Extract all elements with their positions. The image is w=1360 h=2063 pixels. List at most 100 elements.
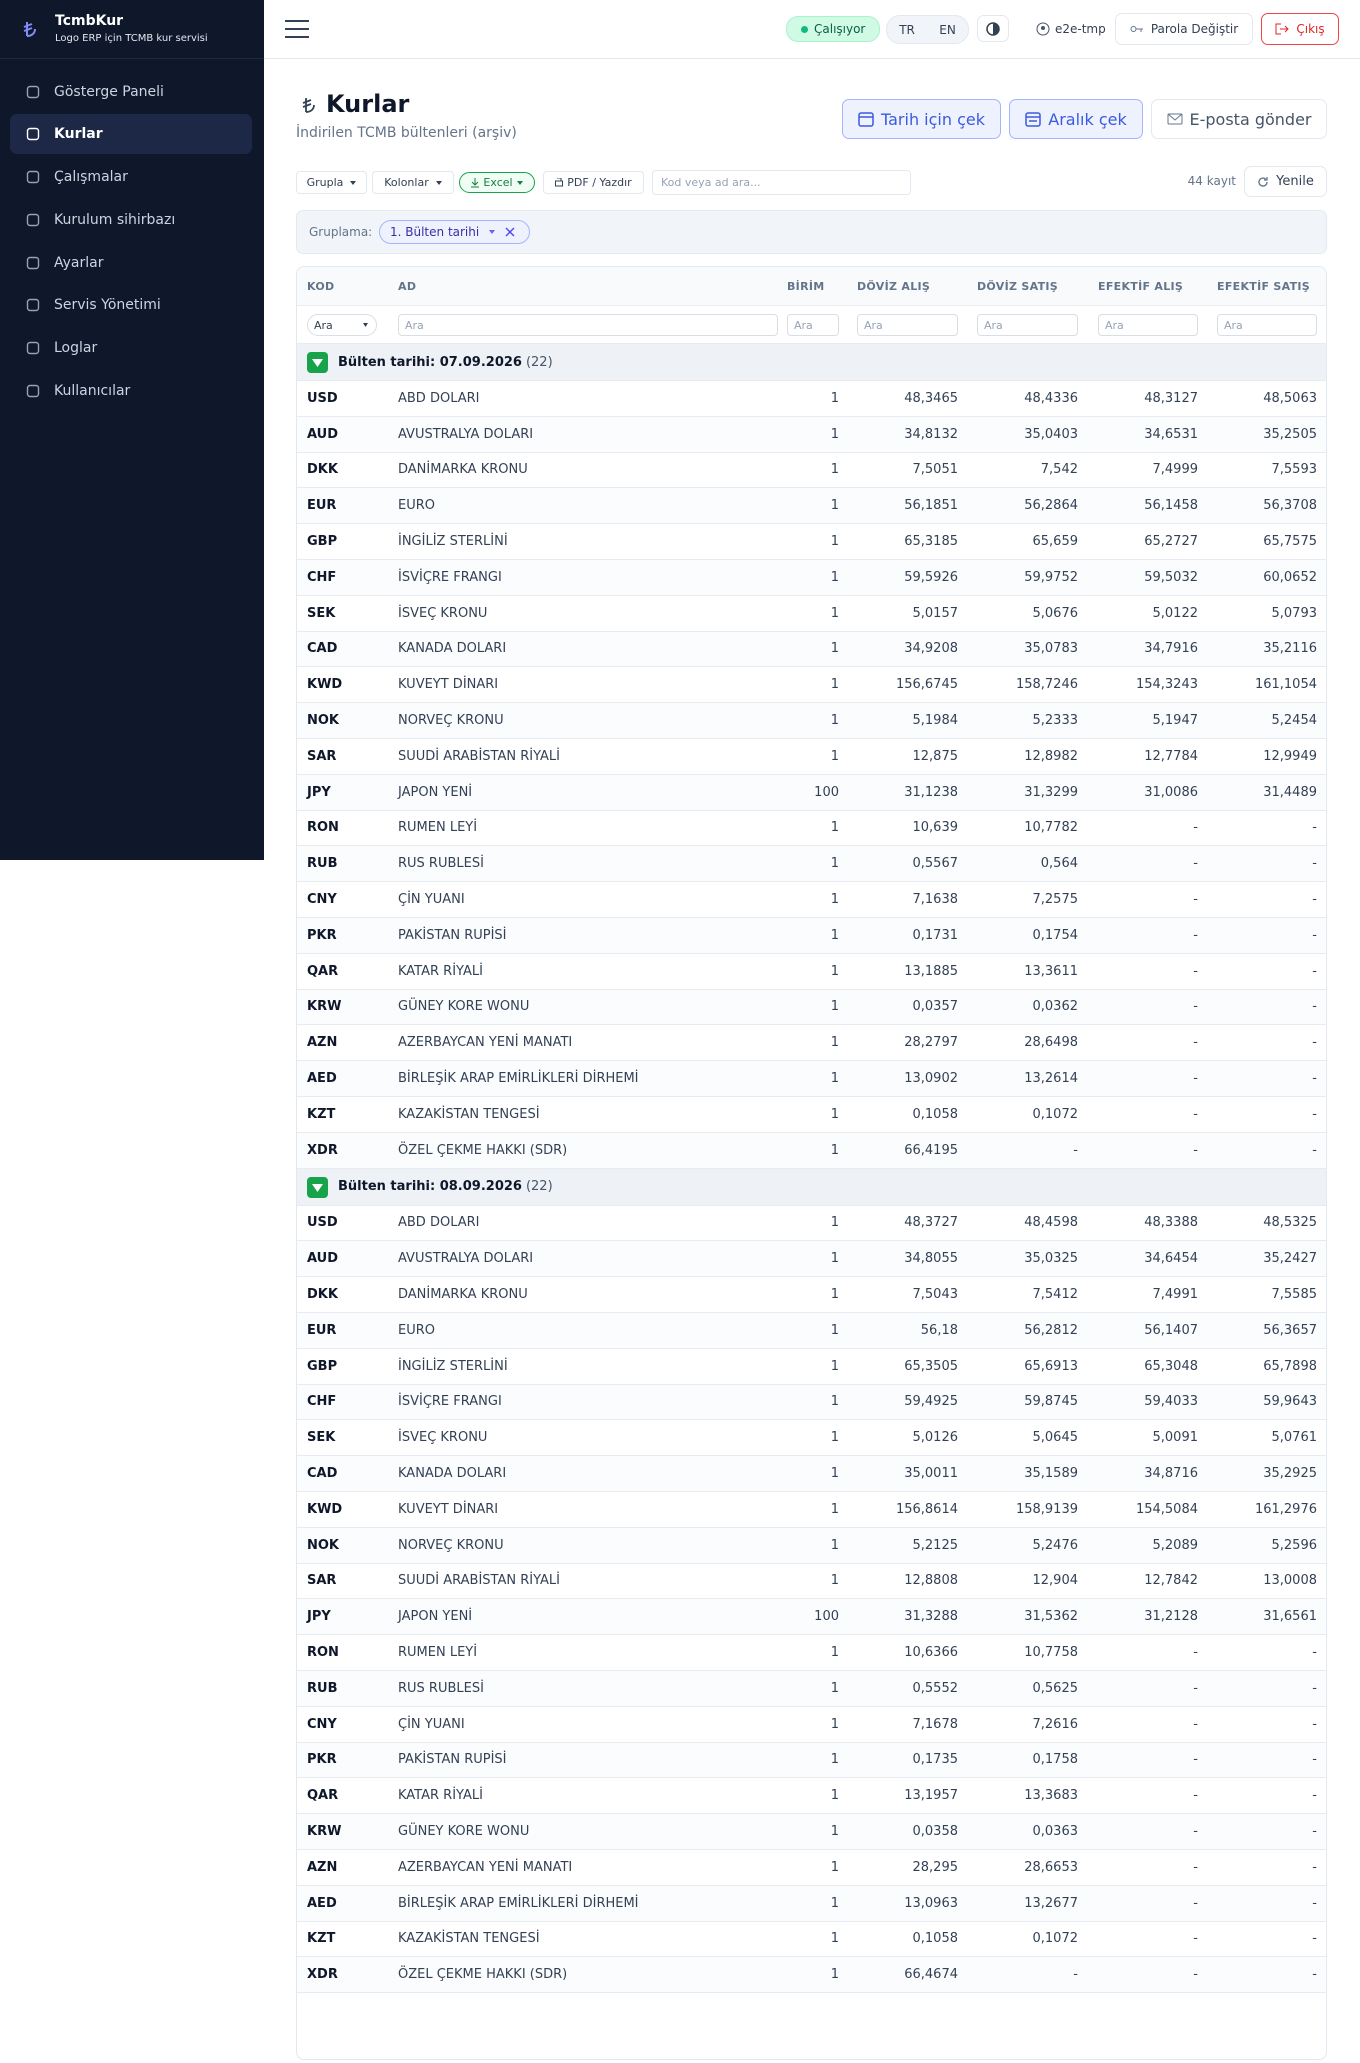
data-row: CNY ÇİN YUANI 1 7,1678 7,2616 - -	[297, 1707, 1326, 1743]
filter-input[interactable]: Ara	[1098, 314, 1198, 336]
calendar-icon	[1025, 112, 1041, 127]
cell-value: 56,3708	[1263, 498, 1317, 514]
currency-code: KWD	[307, 677, 343, 693]
change-password[interactable]: Parola Değiştir	[1115, 13, 1253, 45]
fetch-date-button[interactable]: Tarih için çek	[842, 99, 1001, 139]
group-row[interactable]: Bülten tarihi: 07.09.2026 (22)	[297, 344, 1326, 381]
brand-tagline: Logo ERP için TCMB kur servisi	[55, 33, 208, 44]
nav-item[interactable]: Ayarlar	[10, 243, 252, 283]
column-header[interactable]: AD	[398, 279, 417, 293]
nav-item[interactable]: Kullanıcılar	[10, 371, 252, 411]
cell-value: 31,4489	[1263, 784, 1317, 800]
data-row: AED BİRLEŞİK ARAP EMİRLİKLERİ DİRHEMİ 1 13,…	[297, 1061, 1326, 1097]
currency-code: CHF	[307, 1394, 337, 1410]
cell-value: 10,6366	[904, 1645, 958, 1661]
cell-value: -	[1193, 1859, 1198, 1875]
cell-value: -	[1193, 1752, 1198, 1768]
filter-input[interactable]: Ara	[787, 314, 839, 336]
currency-code: CAD	[307, 641, 338, 657]
column-header[interactable]: DÖVİZ SATIŞ	[977, 279, 1058, 293]
caret	[516, 180, 523, 185]
cell-value: İSVEÇ KRONU	[398, 605, 488, 621]
language[interactable]: EN	[939, 22, 956, 37]
cell-value: NORVEÇ KRONU	[398, 1537, 504, 1553]
currency-code: USD	[307, 390, 338, 406]
cell-value: 65,3048	[1144, 1358, 1198, 1374]
sidebar: TcmbKur Logo ERP için TCMB kur servisi G…	[0, 0, 264, 860]
currency-code: SEK	[307, 605, 336, 621]
remove-chip[interactable]	[505, 227, 515, 237]
cell-value: 0,1072	[1032, 1931, 1079, 1947]
cell-value: İNGİLİZ STERLİNİ	[398, 1358, 508, 1374]
group-row[interactable]: Bülten tarihi: 08.09.2026 (22)	[297, 1168, 1326, 1206]
cell-value: 31,1238	[904, 784, 958, 800]
cell-value: -	[1312, 999, 1317, 1015]
cell-value: 31,0086	[1144, 784, 1198, 800]
currency-code: DKK	[307, 1287, 338, 1303]
column-header[interactable]: EFEKTİF ALIŞ	[1098, 279, 1184, 293]
send-email-button[interactable]: E-posta gönder	[1151, 99, 1327, 139]
cell-value: 7,4991	[1152, 1287, 1199, 1303]
button-text: Aralık çek	[1048, 109, 1127, 129]
group-dropdown[interactable]: Grupla	[296, 171, 367, 194]
cell-value: GÜNEY KORE WONU	[398, 1824, 530, 1840]
search-input[interactable]: Kod veya ad ara...	[652, 170, 911, 195]
menu-toggle[interactable]	[284, 18, 310, 40]
cell-value: ÖZEL ÇEKME HAKKI (SDR)	[398, 1967, 568, 1983]
cell-value: 1	[830, 1071, 839, 1087]
filter-input[interactable]: Ara	[398, 314, 778, 336]
column-header[interactable]: BİRİM	[787, 279, 825, 293]
cell-value: -	[1193, 892, 1198, 908]
currency-code: CNY	[307, 1716, 337, 1732]
column-header[interactable]: DÖVİZ ALIŞ	[857, 279, 931, 293]
cell-value: 7,2616	[1032, 1716, 1079, 1732]
filter-select[interactable]: Ara	[307, 314, 377, 336]
logout[interactable]: Çıkış	[1261, 13, 1339, 45]
filter-input[interactable]: Ara	[857, 314, 958, 336]
status-pill: Çalışıyor	[786, 16, 881, 42]
nav-item[interactable]: Gösterge Paneli	[10, 72, 252, 112]
cell-value: 59,4033	[1144, 1394, 1198, 1410]
cell-value: 12,7842	[1144, 1573, 1198, 1589]
cell-value: 5,0122	[1152, 605, 1199, 621]
cell-value: 1	[830, 1215, 839, 1231]
refresh-button[interactable]: Yenile	[1244, 166, 1327, 197]
pdf-button[interactable]: PDF / Yazdır	[543, 171, 644, 194]
cell-value: 5,2089	[1152, 1537, 1199, 1553]
nav-item[interactable]: Servis Yönetimi	[10, 285, 252, 325]
cell-value: 34,8055	[904, 1251, 958, 1267]
columns-dropdown[interactable]: Kolonlar	[372, 171, 454, 194]
data-row: JPY JAPON YENİ 100 31,1238 31,3299 31,0086 31,…	[297, 774, 1326, 811]
language[interactable]: TR	[899, 22, 915, 37]
nav-item[interactable]: Çalışmalar	[10, 157, 252, 197]
nav-icon	[26, 170, 40, 184]
column-header[interactable]: KOD	[307, 279, 335, 293]
group-chip[interactable]: 1. Bülten tarihi	[379, 220, 530, 244]
column-header[interactable]: EFEKTİF SATIŞ	[1217, 279, 1311, 293]
excel-button[interactable]: Excel	[459, 172, 535, 193]
group-toggle[interactable]	[307, 1176, 328, 1198]
data-row: GBP İNGİLİZ STERLİNİ 1 65,3505 65,6913 65,304…	[297, 1349, 1326, 1385]
fetch-range-button[interactable]: Aralık çek	[1009, 99, 1143, 139]
data-row: CNY ÇİN YUANI 1 7,1638 7,2575 - -	[297, 882, 1326, 918]
data-row: NOK NORVEÇ KRONU 1 5,2125 5,2476 5,2089 5,2596	[297, 1527, 1326, 1564]
nav-item[interactable]: Loglar	[10, 328, 252, 368]
data-row: EUR EURO 1 56,1851 56,2864 56,1458 56,3708	[297, 488, 1326, 525]
filter-input[interactable]: Ara	[1217, 314, 1317, 336]
group-toggle[interactable]	[307, 352, 328, 373]
cell-value: 1	[830, 1106, 839, 1122]
cell-value: 65,2727	[1144, 534, 1198, 550]
cell-value: -	[1193, 1788, 1198, 1804]
caret	[435, 180, 442, 185]
cell-value: İSVEÇ KRONU	[398, 1430, 488, 1446]
nav-item[interactable]: Kurlar	[10, 114, 252, 154]
filter-input[interactable]: Ara	[977, 314, 1078, 336]
currency-code: KZT	[307, 1931, 336, 1947]
cell-value: -	[1312, 1142, 1317, 1158]
cell-value: -	[1193, 1071, 1198, 1087]
theme-toggle[interactable]	[977, 15, 1009, 42]
nav-item[interactable]: Kurulum sihirbazı	[10, 200, 252, 240]
cell-value: 60,0652	[1263, 569, 1317, 585]
cell-value: 0,5567	[912, 856, 959, 872]
